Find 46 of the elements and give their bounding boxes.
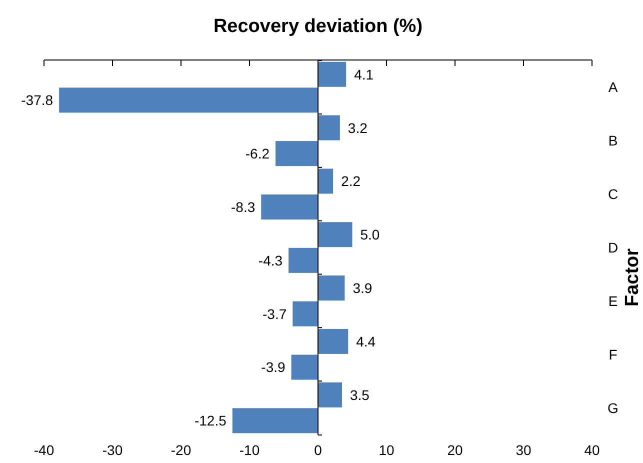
x-tick-label: -10 (239, 442, 260, 458)
x-tick-label: 20 (447, 442, 463, 458)
data-label: -4.3 (258, 252, 283, 268)
y-tick-label: C (608, 186, 618, 202)
data-label: -3.9 (261, 359, 286, 376)
bar (318, 168, 334, 194)
x-tick-label: 30 (516, 442, 532, 458)
x-tick-label: -20 (170, 442, 192, 458)
y-tick-label: D (608, 240, 618, 256)
bar (318, 382, 342, 408)
data-label: -37.8 (21, 92, 54, 108)
y-tick-label: B (608, 132, 618, 149)
data-label: 3.9 (352, 280, 372, 296)
data-label: 4.4 (356, 333, 376, 350)
x-tick-label: -40 (34, 442, 54, 458)
data-label: 5.0 (360, 226, 380, 243)
x-tick-label: 10 (378, 442, 394, 458)
bar (288, 248, 318, 273)
data-label: 4.1 (354, 66, 374, 82)
bar (318, 328, 348, 354)
data-label: -12.5 (194, 412, 227, 429)
data-label: 3.2 (348, 120, 368, 136)
data-label: 2.2 (341, 173, 361, 190)
bar (292, 301, 318, 326)
x-tick-label: 0 (314, 442, 322, 458)
bar (318, 62, 346, 87)
y-tick-label: E (608, 292, 618, 309)
y-tick-label: A (608, 79, 618, 96)
data-label: 3.5 (350, 386, 370, 403)
bar (232, 408, 318, 434)
x-tick-label: -30 (102, 442, 123, 458)
data-label: -8.3 (231, 198, 256, 215)
bar (318, 222, 352, 248)
data-label: -3.7 (262, 306, 287, 322)
x-axis-title: Recovery deviation (%) (213, 16, 423, 37)
bar (318, 115, 340, 140)
y-axis-title: Factor (622, 248, 643, 307)
bar (291, 354, 318, 380)
bar (318, 276, 345, 301)
x-tick-label: 40 (584, 442, 600, 458)
data-label: -6.2 (245, 146, 270, 162)
bar (261, 194, 318, 220)
bar (59, 88, 318, 113)
y-tick-label: F (608, 346, 618, 362)
y-tick-label: G (608, 400, 618, 416)
bar (276, 141, 318, 166)
